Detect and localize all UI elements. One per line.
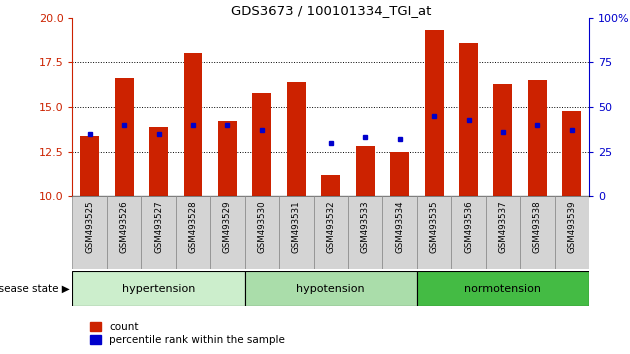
Bar — [244, 271, 417, 306]
Bar — [80, 136, 99, 196]
Text: GSM493536: GSM493536 — [464, 200, 473, 253]
Bar — [218, 121, 237, 196]
Bar — [486, 196, 520, 269]
Bar — [451, 196, 486, 269]
Bar — [287, 82, 306, 196]
Bar — [382, 196, 417, 269]
Bar — [72, 271, 244, 306]
Bar — [72, 196, 107, 269]
Text: GSM493532: GSM493532 — [326, 200, 335, 253]
Text: hypotension: hypotension — [297, 284, 365, 293]
Text: GSM493525: GSM493525 — [85, 200, 94, 253]
Bar — [563, 111, 581, 196]
Text: GSM493528: GSM493528 — [188, 200, 197, 253]
Text: GSM493539: GSM493539 — [568, 200, 576, 253]
Bar — [459, 43, 478, 196]
Text: GSM493533: GSM493533 — [361, 200, 370, 253]
Bar — [141, 196, 176, 269]
Text: GSM493534: GSM493534 — [395, 200, 404, 253]
Bar — [348, 196, 382, 269]
Bar — [417, 196, 451, 269]
Bar — [176, 196, 210, 269]
Bar — [314, 196, 348, 269]
Text: GSM493537: GSM493537 — [498, 200, 507, 253]
Bar — [253, 93, 272, 196]
Bar — [493, 84, 512, 196]
Text: disease state ▶: disease state ▶ — [0, 284, 69, 293]
Text: GSM493527: GSM493527 — [154, 200, 163, 253]
Bar — [279, 196, 314, 269]
Text: GSM493530: GSM493530 — [258, 200, 266, 253]
Bar — [417, 271, 589, 306]
Bar — [115, 79, 134, 196]
Text: GSM493526: GSM493526 — [120, 200, 129, 253]
Text: hypertension: hypertension — [122, 284, 195, 293]
Bar — [210, 196, 244, 269]
Bar — [149, 127, 168, 196]
Text: GSM493535: GSM493535 — [430, 200, 438, 253]
Text: GSM493531: GSM493531 — [292, 200, 301, 253]
Bar — [321, 175, 340, 196]
Legend: count, percentile rank within the sample: count, percentile rank within the sample — [90, 322, 285, 345]
Bar — [520, 196, 554, 269]
Text: GSM493529: GSM493529 — [223, 200, 232, 253]
Bar — [528, 80, 547, 196]
Bar — [390, 152, 409, 196]
Title: GDS3673 / 100101334_TGI_at: GDS3673 / 100101334_TGI_at — [231, 4, 431, 17]
Bar — [356, 147, 375, 196]
Bar — [183, 53, 202, 196]
Bar — [554, 196, 589, 269]
Text: GSM493538: GSM493538 — [533, 200, 542, 253]
Text: normotension: normotension — [464, 284, 541, 293]
Bar — [107, 196, 141, 269]
Bar — [244, 196, 279, 269]
Bar — [425, 30, 444, 196]
